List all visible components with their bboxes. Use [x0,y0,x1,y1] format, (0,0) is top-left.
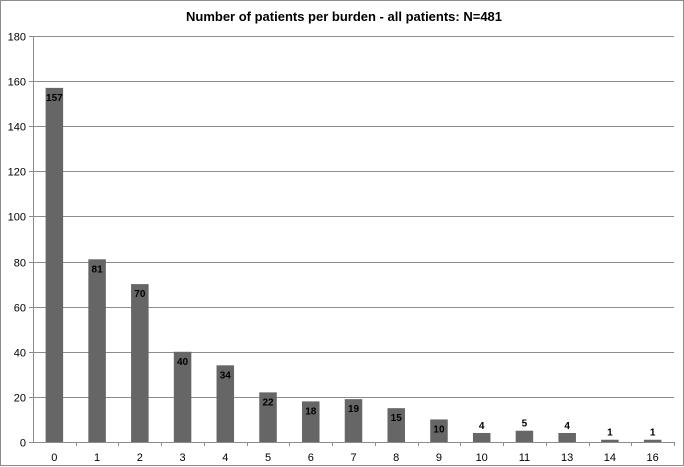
data-label-6: 18 [305,406,317,417]
y-tick-label-80: 80 [14,258,26,270]
data-label-2: 70 [134,289,146,300]
chart-title: Number of patients per burden - all pati… [186,9,502,24]
data-label-8: 15 [391,413,403,424]
bar-5 [259,392,277,442]
bar-9 [430,419,448,442]
bar-2 [131,284,149,442]
data-label-9: 10 [433,424,445,435]
data-label-16: 1 [650,428,656,439]
x-tick-label-9: 9 [436,452,442,464]
x-tick-label-16: 16 [647,452,659,464]
y-tick-label-20: 20 [14,393,26,405]
bar-6 [302,401,320,442]
data-label-5: 22 [262,397,274,408]
x-tick-label-7: 7 [350,452,356,464]
x-tick-label-0: 0 [51,452,57,464]
y-tick-label-40: 40 [14,348,26,360]
data-label-11: 5 [522,419,528,430]
data-label-1: 81 [92,264,104,275]
bar-10 [472,432,491,442]
x-tick-label-6: 6 [308,452,314,464]
bar-13 [558,432,576,442]
x-tick-label-5: 5 [265,452,271,464]
bar-7 [344,399,363,442]
bar-1 [88,259,106,442]
y-axis: 0 20 40 60 80 100 120 140 160 180 [8,32,34,450]
x-tick-label-4: 4 [222,452,228,464]
bars [45,87,662,442]
bar-14 [601,439,619,442]
y-tick-label-140: 140 [8,122,26,134]
x-axis: 0 1 2 3 4 5 6 7 8 9 10 11 13 14 16 [33,442,675,464]
gridlines [33,36,674,443]
x-tick-label-11: 11 [519,452,530,464]
x-tick-label-10: 10 [476,452,488,464]
y-tick-label-120: 120 [8,167,26,179]
data-label-0: 157 [46,93,63,104]
x-tick-label-13: 13 [561,452,573,464]
bar-11 [515,430,534,442]
bar-0 [45,87,64,442]
data-label-10: 4 [479,421,485,432]
bar-8 [387,408,405,442]
x-tick-label-14: 14 [604,452,616,464]
data-label-4: 34 [220,370,232,381]
x-tick-label-8: 8 [393,452,399,464]
y-tick-label-0: 0 [20,438,26,450]
bar-3 [173,351,192,442]
x-tick-label-3: 3 [180,452,186,464]
x-tick-label-2: 2 [137,452,143,464]
data-label-13: 4 [564,421,570,432]
x-tick-label-1: 1 [94,452,100,464]
bar-4 [216,365,235,442]
data-label-7: 19 [348,404,360,415]
data-label-14: 1 [607,428,613,439]
y-tick-label-180: 180 [8,32,26,44]
y-tick-label-60: 60 [14,303,26,315]
y-tick-label-100: 100 [8,212,26,224]
data-label-3: 40 [177,357,189,368]
bar-16 [643,439,662,442]
data-labels: 157 81 70 40 34 22 18 19 15 10 4 5 4 1 1 [46,93,656,439]
y-tick-label-160: 160 [8,77,26,89]
